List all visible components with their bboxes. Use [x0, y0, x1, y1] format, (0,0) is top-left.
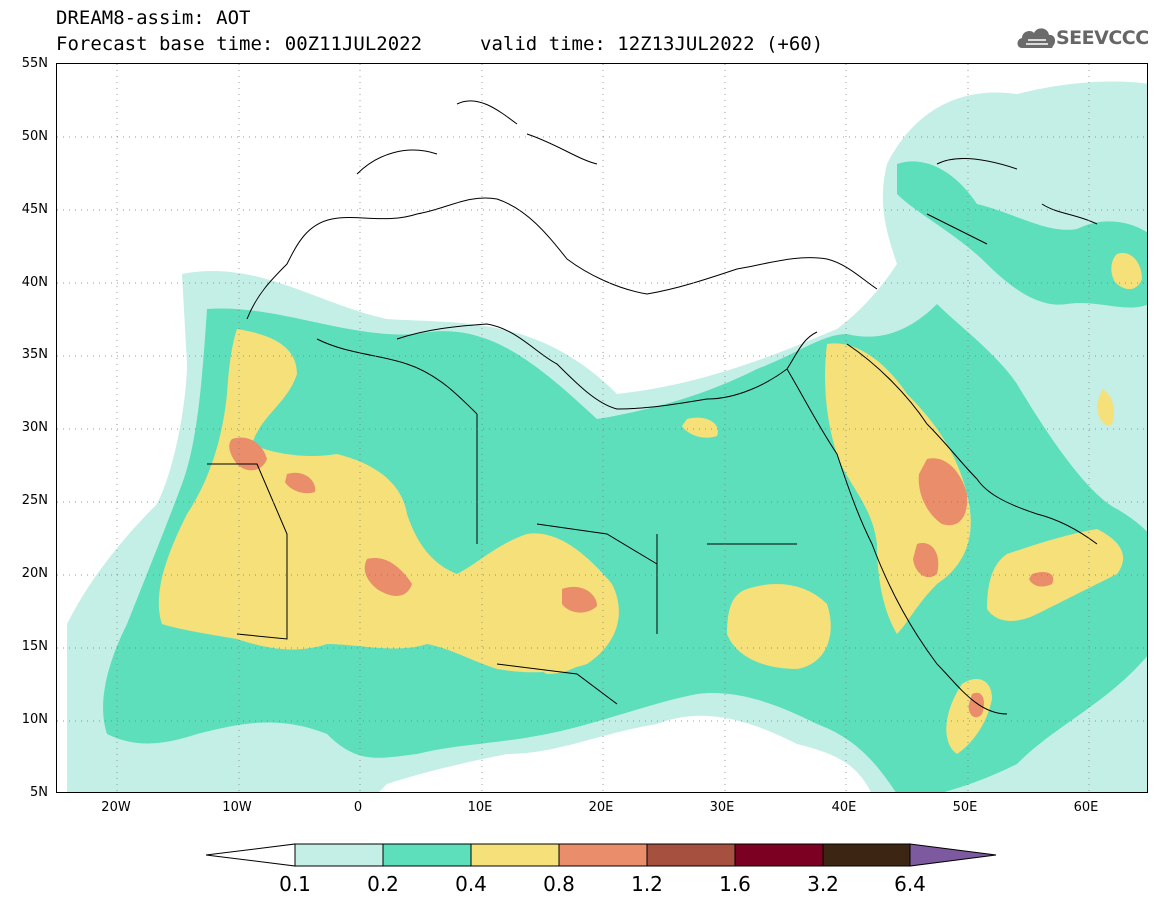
aot-field-orange: [229, 437, 1054, 718]
colorbar-label: 0.8: [543, 872, 575, 896]
colorbar-segment: [558, 843, 648, 867]
colorbar-segment: [206, 843, 296, 867]
lat-label: 30N: [21, 420, 48, 435]
forecast-base-time: Forecast base time: 00Z11JUL2022: [56, 33, 423, 55]
colorbar-label: 6.4: [894, 872, 926, 896]
lat-label: 15N: [21, 639, 48, 654]
colorbar-segment: [382, 843, 472, 867]
lat-label: 10N: [21, 712, 48, 727]
colorbar-segment: [734, 843, 824, 867]
map-title: DREAM8-assim: AOT: [56, 7, 251, 29]
lat-label: 40N: [21, 275, 48, 290]
lon-label: 10E: [467, 800, 493, 815]
colorbar-label: 3.2: [807, 872, 839, 896]
valid-time: valid time: 12Z13JUL2022 (+60): [480, 33, 824, 55]
colorbar-label: 1.6: [719, 872, 751, 896]
colorbar-label: 0.1: [279, 872, 311, 896]
lat-label: 35N: [21, 347, 48, 362]
aot-colorbar: [206, 843, 997, 867]
colorbar-segment: [470, 843, 560, 867]
lat-label: 45N: [21, 202, 48, 217]
map-panel: [56, 63, 1148, 793]
lat-label: 20N: [21, 566, 48, 581]
aot-map: [57, 64, 1147, 792]
lon-label: 50E: [952, 800, 978, 815]
colorbar-label: 0.4: [455, 872, 487, 896]
colorbar-label: 0.2: [367, 872, 399, 896]
lon-label: 40E: [831, 800, 857, 815]
lon-label: 20W: [101, 800, 131, 815]
lon-label: 60E: [1073, 800, 1099, 815]
logo-text: SEEVCCC: [1056, 27, 1149, 49]
colorbar-segment: [909, 843, 997, 867]
lat-label: 5N: [30, 785, 48, 800]
lon-label: 10W: [222, 800, 252, 815]
gridlines: [57, 64, 1147, 792]
colorbar-segment: [294, 843, 384, 867]
colorbar-segment: [822, 843, 911, 867]
coastlines: [207, 100, 1098, 715]
lat-label: 25N: [21, 493, 48, 508]
lon-label: 0: [353, 800, 363, 815]
lat-label: 50N: [21, 129, 48, 144]
colorbar-segment: [646, 843, 736, 867]
lat-label: 55N: [21, 56, 48, 71]
colorbar-label: 1.2: [631, 872, 663, 896]
lon-label: 30E: [709, 800, 735, 815]
cloud-logo-icon: [1017, 28, 1056, 48]
lon-label: 20E: [588, 800, 614, 815]
